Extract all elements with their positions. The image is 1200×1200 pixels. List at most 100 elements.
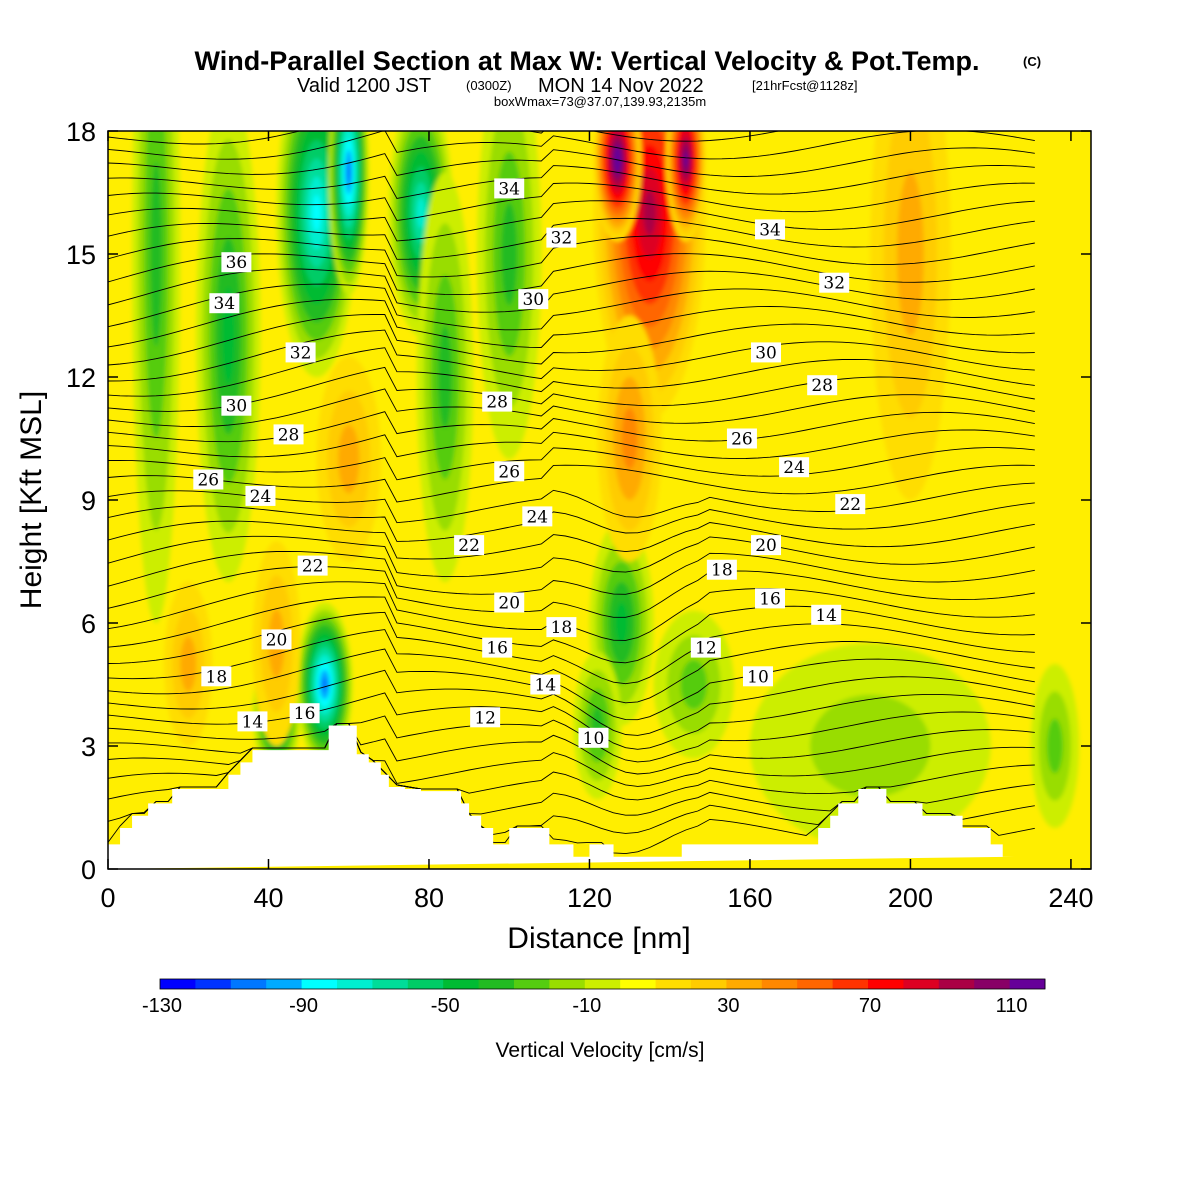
x-tick-label: 160 <box>727 883 772 913</box>
isentrope-line <box>108 347 1035 397</box>
isentrope-label-bg <box>221 395 252 416</box>
isentrope-line <box>108 329 1035 382</box>
colorbar-swatch <box>938 979 975 989</box>
y-tick-label: 15 <box>66 240 96 270</box>
isentrope-label-bg <box>811 604 842 625</box>
x-tick-label: 0 <box>100 883 115 913</box>
isentrope-label-bg <box>807 375 838 396</box>
isentrope-label-bg <box>819 272 850 293</box>
isentrope-label-text: 20 <box>266 630 288 650</box>
isentrope-label: 24 <box>245 485 276 507</box>
colorbar-tick-label: 30 <box>717 995 739 1017</box>
valid-prefix: Valid 1200 JST <box>297 75 431 97</box>
isentrope-line <box>108 182 1035 221</box>
isentrope-label-bg <box>494 461 525 482</box>
isentrope-label: 30 <box>751 342 782 363</box>
w-contour-region <box>416 197 425 229</box>
w-contour-region <box>1046 718 1063 774</box>
isentrope-label: 10 <box>578 727 609 749</box>
isentrope-label-text: 22 <box>839 495 861 515</box>
w-contour-region <box>501 202 518 306</box>
colorbar-swatch <box>832 979 869 989</box>
isentrope-line <box>108 535 1035 578</box>
isentrope-line <box>108 283 1035 331</box>
isentrope-label-bg <box>706 559 737 580</box>
isentrope-label: 22 <box>835 494 866 515</box>
w-contour-region <box>346 160 351 184</box>
isentrope-label-bg <box>221 252 252 273</box>
isentrope-label: 14 <box>530 674 561 696</box>
x-tick-label: 240 <box>1048 883 1093 913</box>
isentrope-label-text: 28 <box>486 393 508 413</box>
isentrope-line <box>108 711 1035 763</box>
isentrope-label-text: 26 <box>731 430 753 450</box>
isentrope-label: 34 <box>494 178 525 199</box>
isentrope-label-bg <box>755 588 786 609</box>
isentrope-line <box>108 131 1035 160</box>
colorbar-swatch <box>797 979 834 989</box>
colorbar-swatch <box>584 979 621 989</box>
x-tick-label: 40 <box>253 883 283 913</box>
isentrope-label-bg <box>454 535 485 556</box>
isentrope-label: 18 <box>546 617 577 638</box>
isentrope-label-text: 22 <box>458 536 480 556</box>
w-contour-region <box>643 190 656 236</box>
isentrope-label-text: 10 <box>583 729 605 749</box>
w-contour-region <box>680 659 708 710</box>
isentrope-label-text: 34 <box>214 294 236 314</box>
isentrope-label-text: 18 <box>551 618 573 638</box>
colorbar-swatch <box>478 979 515 989</box>
isentrope-label-bg <box>751 342 782 363</box>
isentrope-label-bg <box>245 485 276 506</box>
isentrope-label-text: 28 <box>278 425 300 445</box>
colorbar-swatch <box>443 979 480 989</box>
isentrope-label: 22 <box>297 555 328 577</box>
isentrope-label-text: 14 <box>815 606 837 626</box>
isentrope-label-text: 14 <box>535 676 557 696</box>
isentrope-label-text: 36 <box>226 253 248 273</box>
isentrope-label-text: 16 <box>294 704 316 724</box>
isentrope-label-text: 12 <box>474 708 496 728</box>
isentrope-line <box>108 629 1035 704</box>
isentrope-line <box>108 447 1035 481</box>
isentrope-label-bg <box>522 506 553 527</box>
isentrope-label: 32 <box>285 342 316 363</box>
colorbar-swatch <box>195 979 232 989</box>
isentrope-label: 30 <box>518 289 549 310</box>
isentrope-label: 16 <box>482 637 513 659</box>
isentrope-line <box>108 268 1035 313</box>
isentrope-label-text: 34 <box>759 220 781 240</box>
isentrope-label-bg <box>518 289 549 310</box>
isentrope-label-bg <box>470 707 501 728</box>
isentrope-label: 30 <box>221 395 252 417</box>
x-axis: 0 40 80 120 160 200 240 <box>100 131 1093 913</box>
isentrope-label: 14 <box>237 711 268 732</box>
isentrope-label-bg <box>237 711 268 732</box>
isentrope-label-bg <box>261 629 292 650</box>
isentrope-label-text: 18 <box>206 667 228 687</box>
isentrope-label-text: 16 <box>759 589 781 609</box>
colorbar-tick-label: 110 <box>996 995 1028 1017</box>
isentrope-label: 28 <box>807 375 838 396</box>
colorbar-swatch <box>1009 979 1046 989</box>
x-tick-label: 120 <box>567 883 612 913</box>
valid-line: Valid 1200 JST (0300Z) MON 14 Nov 2022 [… <box>297 75 857 97</box>
chart-title: Wind-Parallel Section at Max W: Vertical… <box>195 46 980 76</box>
colorbar-frame <box>159 978 1046 990</box>
isentrope-label: 32 <box>819 272 850 294</box>
isentrope-line <box>108 464 1035 503</box>
isentrope-line <box>108 502 1035 542</box>
isentrope-line <box>108 217 1035 260</box>
isentrope-label: 26 <box>193 469 224 491</box>
colorbar-swatch <box>726 979 763 989</box>
isentrope-label-text: 26 <box>498 462 520 482</box>
isentrope-label: 10 <box>742 666 773 687</box>
isentrope-label-text: 18 <box>711 561 733 581</box>
isentrope-line <box>108 520 1035 560</box>
isentrope-label: 28 <box>273 424 304 445</box>
potential-temperature-contours <box>108 131 1035 855</box>
y-tick-label: 0 <box>81 855 96 885</box>
valid-date: MON 14 Nov 2022 <box>538 75 704 97</box>
